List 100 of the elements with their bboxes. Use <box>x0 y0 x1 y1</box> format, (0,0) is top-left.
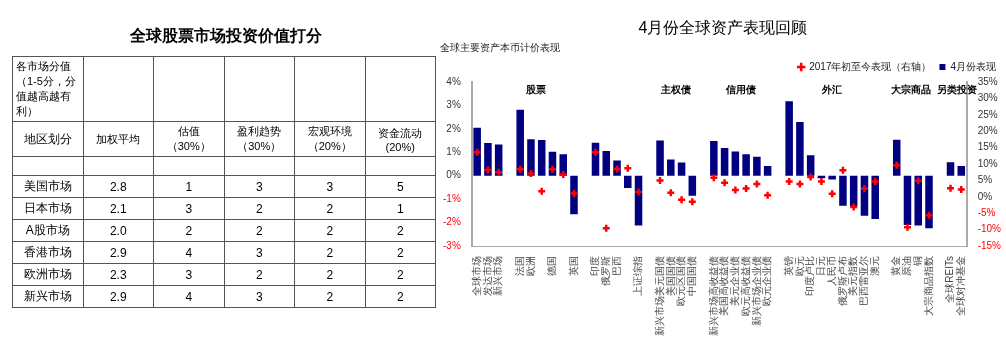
text: 3 <box>326 179 334 194</box>
category-label: 资金流动(20%) <box>365 121 436 157</box>
bar <box>731 151 740 176</box>
text: 3 <box>255 245 263 260</box>
x-tick-label: 中国国债 <box>686 256 698 296</box>
bar <box>688 175 697 196</box>
x-tick-label: 大宗商品指数 <box>922 256 934 316</box>
y-tick-label: 0% <box>446 169 461 181</box>
bar <box>742 154 750 176</box>
text: 1 <box>185 179 193 194</box>
category-label: 估值（30%） <box>153 121 224 157</box>
bar <box>871 175 879 220</box>
bar <box>806 155 815 176</box>
category-label: 香港市场 <box>23 245 72 259</box>
x-tick-label: 人民币 <box>825 256 837 286</box>
bar <box>473 127 481 176</box>
x-tick-label: 全球REITs <box>944 256 956 303</box>
y2-tick-label: 35% <box>977 75 998 87</box>
x-tick-label: 巴西雷亚尔 <box>858 256 870 306</box>
text: 2.1 <box>109 201 127 216</box>
text: 5 <box>396 179 404 194</box>
annotation: 信用债 <box>724 83 756 95</box>
text: 3 <box>185 201 193 216</box>
x-tick-label: 黄金 <box>890 256 902 276</box>
x-tick-label: 欧元区国债 <box>675 256 687 306</box>
bar <box>656 140 664 176</box>
annotation: 外汇 <box>821 83 843 95</box>
text: 4 <box>185 289 193 304</box>
y-tick-label: 4% <box>446 75 461 87</box>
x-tick-label: 新兴市场美元国债 <box>653 256 665 336</box>
legend-label: 2017年初至今表现（右轴） <box>809 60 932 72</box>
y2-tick-label: 25% <box>977 108 998 120</box>
y-tick-label: -1% <box>442 192 461 204</box>
annotation: 大宗商品 <box>889 83 931 95</box>
bar <box>527 139 535 176</box>
x-tick-label: 日元 <box>815 256 827 276</box>
y-tick-label: 2% <box>446 122 461 134</box>
bar <box>785 101 793 176</box>
text: 2 <box>396 267 404 282</box>
text: 2 <box>326 201 334 216</box>
y-tick-label: -3% <box>442 239 461 251</box>
text: 2 <box>326 267 334 282</box>
text: 2 <box>396 245 404 260</box>
text: 2 <box>255 223 263 238</box>
y2-tick-label: 0% <box>977 190 993 202</box>
y2-tick-label: 20% <box>977 124 998 136</box>
x-tick-label: 原油 <box>901 256 913 276</box>
bar <box>516 109 524 176</box>
x-tick-label: 欧洲 <box>524 256 536 276</box>
bar <box>763 166 772 176</box>
bar <box>624 175 632 188</box>
y-tick-label: -2% <box>442 216 461 228</box>
text: 2.9 <box>109 245 127 260</box>
text: 2 <box>396 223 404 238</box>
bar <box>753 156 761 176</box>
bar <box>946 162 955 176</box>
x-tick-label: 美元企业债 <box>729 256 741 306</box>
annotation: 另类投资 <box>936 83 977 95</box>
text: 2 <box>185 223 193 238</box>
text: 2.9 <box>109 289 127 304</box>
category-label: A股市场 <box>25 223 70 237</box>
bar <box>537 140 546 176</box>
bar <box>925 175 933 229</box>
annotation: 主权债 <box>660 83 692 95</box>
x-tick-label: 新兴市场高收益债 <box>707 256 719 336</box>
x-tick-label: 英镑 <box>782 256 794 276</box>
text: 2 <box>255 267 263 282</box>
text: 3 <box>185 267 193 282</box>
x-tick-label: 美国国债 <box>664 256 676 296</box>
y2-tick-label: -10% <box>977 223 1002 235</box>
text: 3 <box>255 289 263 304</box>
x-tick-label: 新兴市场企业债 <box>750 256 762 326</box>
x-tick-label: 巴西 <box>610 256 622 276</box>
x-tick-label: 全球对冲基金 <box>955 256 967 316</box>
y2-tick-label: 30% <box>977 92 998 104</box>
y2-tick-label: 15% <box>977 141 998 153</box>
category-label: 欧洲市场 <box>23 267 72 281</box>
bar <box>914 175 923 226</box>
category-label: 日本市场 <box>23 201 72 215</box>
bar <box>484 142 492 176</box>
bar <box>602 151 611 176</box>
category-label: 盈利趋势（30%） <box>224 121 295 157</box>
x-tick-label: 新兴市场 <box>492 256 504 296</box>
legend-label: 4月份表现 <box>950 60 996 72</box>
text: 2 <box>326 245 334 260</box>
bar <box>667 159 675 176</box>
x-tick-label: 法国 <box>513 256 525 276</box>
x-tick-label: 俄罗斯卢布 <box>836 256 848 306</box>
x-tick-label: 欧元 <box>793 256 805 276</box>
text: 2.3 <box>109 267 127 282</box>
x-tick-label: 全球市场 <box>470 256 482 296</box>
x-tick-label: 欧元企业债 <box>761 256 773 306</box>
x-tick-label: 德国 <box>546 256 558 276</box>
text: 1 <box>396 201 404 216</box>
x-tick-label: 澳元 <box>868 256 880 276</box>
text: 全球股票市场投资价值打分 <box>129 26 323 46</box>
x-tick-label: 印度 <box>589 256 601 276</box>
text: 3 <box>255 179 263 194</box>
y2-tick-label: -15% <box>977 239 1002 251</box>
text: 各市场分值（1-5分，分值越高越有利） <box>16 60 76 117</box>
